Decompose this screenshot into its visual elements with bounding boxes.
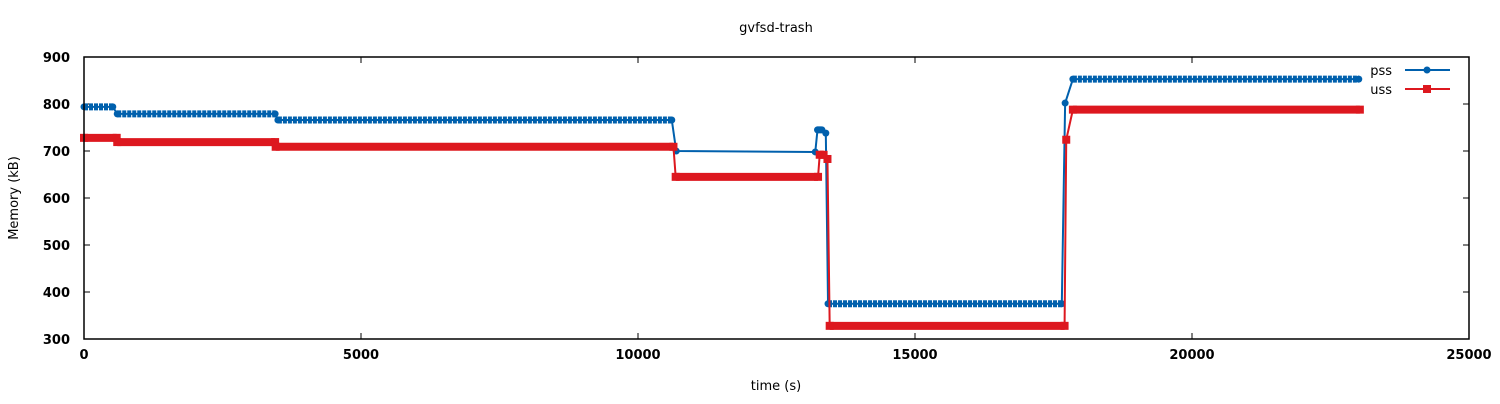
x-tick-label: 15000	[892, 348, 937, 363]
uss-point	[671, 172, 680, 181]
pss-point	[824, 300, 832, 308]
y-axis-label: Memory (kB)	[7, 156, 22, 240]
y-tick-label: 900	[43, 51, 70, 66]
x-tick-label: 20000	[1169, 348, 1214, 363]
plot-frame	[83, 56, 1470, 340]
x-tick-label: 0	[79, 348, 88, 363]
uss-point	[823, 154, 832, 163]
series-uss	[80, 105, 1364, 330]
legend-label-uss: uss	[1370, 83, 1392, 98]
x-axis-label: time (s)	[751, 379, 801, 394]
y-tick-label: 700	[43, 145, 70, 160]
y-tick-label: 800	[43, 98, 70, 113]
pss-point	[1058, 300, 1066, 308]
legend-marker-pss	[1423, 66, 1431, 74]
x-tick-label: 25000	[1446, 348, 1491, 363]
y-tick-label: 300	[43, 333, 70, 348]
pss-point	[668, 116, 676, 124]
pss-point	[109, 103, 117, 111]
uss-point	[819, 150, 828, 159]
uss-point	[669, 142, 678, 151]
x-tick-label: 5000	[343, 348, 379, 363]
pss-point	[1069, 75, 1077, 83]
uss-point	[814, 172, 823, 181]
pss-point	[1061, 99, 1069, 107]
x-tick-label: 10000	[615, 348, 660, 363]
y-tick-label: 400	[43, 286, 70, 301]
legend-label-pss: pss	[1370, 64, 1392, 79]
pss-point	[822, 129, 830, 137]
uss-point	[1060, 321, 1069, 330]
uss-point	[1355, 105, 1364, 114]
pss-point	[271, 110, 279, 118]
pss-point	[113, 110, 121, 118]
series-pss	[80, 75, 1363, 308]
pss-point	[274, 116, 282, 124]
y-tick-label: 500	[43, 239, 70, 254]
uss-point	[112, 133, 121, 142]
uss-point	[1068, 105, 1077, 114]
legend-marker-uss	[1423, 85, 1431, 93]
chart-title: gvfsd-trash	[739, 21, 813, 36]
uss-point	[271, 138, 280, 147]
pss-point	[1355, 75, 1363, 83]
uss-point	[825, 321, 834, 330]
legend: pss uss	[1370, 64, 1450, 98]
uss-point	[271, 142, 280, 151]
uss-point	[113, 138, 122, 147]
y-tick-label: 600	[43, 192, 70, 207]
uss-point	[1062, 135, 1071, 144]
